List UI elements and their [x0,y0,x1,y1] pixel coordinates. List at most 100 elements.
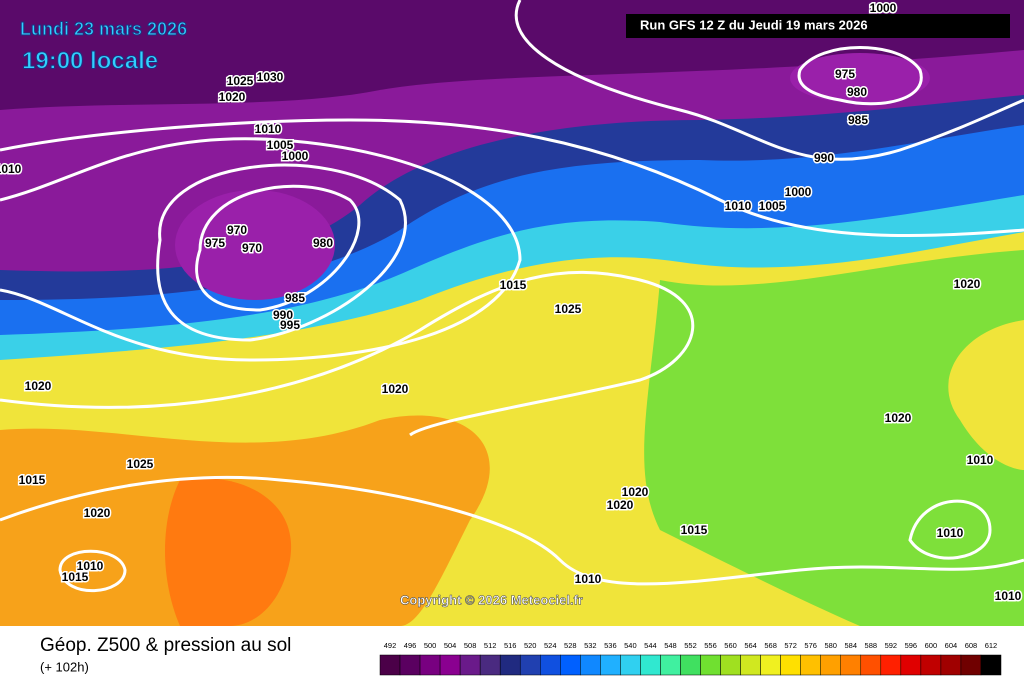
scale-label: 516 [504,641,517,650]
isobar-label: 1005 [759,199,786,213]
scale-label: 604 [945,641,958,650]
isobar-label: 1015 [681,523,708,537]
scale-label: 532 [584,641,597,650]
scale-label: 580 [824,641,837,650]
isobar-label: 990 [814,151,834,165]
isobar-label: 1025 [555,302,582,316]
scale-swatch [479,654,501,676]
isobar-label: 985 [285,291,305,305]
scale-swatch [540,654,561,676]
scale-label: 544 [644,641,657,650]
date: Lundi 23 mars 2026 [20,19,187,39]
scale-label: 528 [564,641,577,650]
scale-swatch [600,654,621,676]
isobar-label: 970 [242,241,262,255]
scale-label: 564 [744,641,757,650]
scale-swatch [920,654,942,676]
isobar-label: 1025 [227,74,254,88]
scale-swatch [860,654,882,676]
isobar-label: 1005 [267,138,294,152]
run-info: Run GFS 12 Z du Jeudi 19 mars 2026 [640,17,868,32]
isobar-label: 1010 [0,162,22,176]
isobar-label: 1025 [127,457,154,471]
scale-label: 504 [444,641,457,650]
footer-title: Géop. Z500 & pression au sol [40,635,291,656]
low-center [790,53,930,103]
isobar [908,499,992,560]
scale-label: 584 [845,641,858,650]
scale-label: 508 [464,641,477,650]
isobar-label: 1015 [19,473,46,487]
isobar-label: 1000 [282,149,309,163]
scale-label: 500 [424,641,437,650]
color-scale: 492 496 500 504 508 512 516 520 524 528 532 536 540 5… [379,641,1002,676]
scale-label: 492 [384,641,397,650]
isobar-label: 990 [273,308,293,322]
scale-label: 540 [624,641,637,650]
scale-swatch [780,654,801,676]
isobar-label: 975 [835,67,855,81]
scale-swatch [900,654,922,676]
scale-label: 596 [905,641,918,650]
isobar [156,163,407,342]
isobar [0,118,1024,238]
run-box [626,14,1010,38]
isobar [514,0,1024,161]
scale-swatch [960,654,982,676]
isobar-label: 1020 [382,382,409,396]
scale-swatch [720,654,741,676]
isobar-label: 980 [313,236,333,250]
footer-subtitle: (+ 102h) [40,659,89,674]
scale-label: 592 [885,641,898,650]
scale-swatch [399,654,421,676]
scale-swatch [880,654,902,676]
isobar-label: 1010 [967,453,994,467]
time: 19:00 locale [22,47,158,74]
scale-swatch [580,654,601,676]
scale-label: 520 [524,641,537,650]
scale-label: 556 [704,641,717,650]
scale-label: 560 [724,641,737,650]
isobar-label: 1015 [500,278,527,292]
scale-swatch [840,654,862,676]
isobar-label: 970 [227,223,247,237]
isobar [58,549,127,593]
scale-swatch [760,654,781,676]
scale-swatch [660,654,681,676]
isobar-label: 1010 [725,199,752,213]
scale-label: 576 [804,641,817,650]
isobar-label: 1030 [257,70,284,84]
copyright: Copyright © 2026 Meteociel.fr [400,592,583,607]
scale-swatch [940,654,962,676]
scale-swatch [620,654,641,676]
scale-swatch [419,654,441,676]
isobar-label: 1020 [607,498,634,512]
isobar-label: 1020 [25,379,52,393]
green-zone [644,250,1024,626]
scale-swatch [379,654,401,676]
scale-label: 572 [784,641,797,650]
hot-zone [165,478,292,626]
low-center [175,190,335,300]
scale-swatch [459,654,481,676]
scale-label: 608 [965,641,978,650]
isobar-label: 1020 [84,506,111,520]
scale-swatch [439,654,461,676]
isobar-label: 975 [205,236,225,250]
scale-label: 548 [664,641,677,650]
scale-label: 496 [404,641,417,650]
scale-label: 524 [544,641,557,650]
scale-label: 536 [604,641,617,650]
scale-swatch [499,654,521,676]
isobar-label: 1015 [62,570,89,584]
isobar-label: 1020 [219,90,246,104]
isobar-label: 1010 [575,572,602,586]
isobar-label: 1020 [622,485,649,499]
scale-label: 588 [865,641,878,650]
isobar-label: 1010 [937,526,964,540]
isobar-label: 995 [280,318,300,332]
isobar-label: 1010 [255,122,282,136]
scale-swatch [980,654,1002,676]
map: 1030102510201010100510001010970975970980… [0,0,1024,626]
